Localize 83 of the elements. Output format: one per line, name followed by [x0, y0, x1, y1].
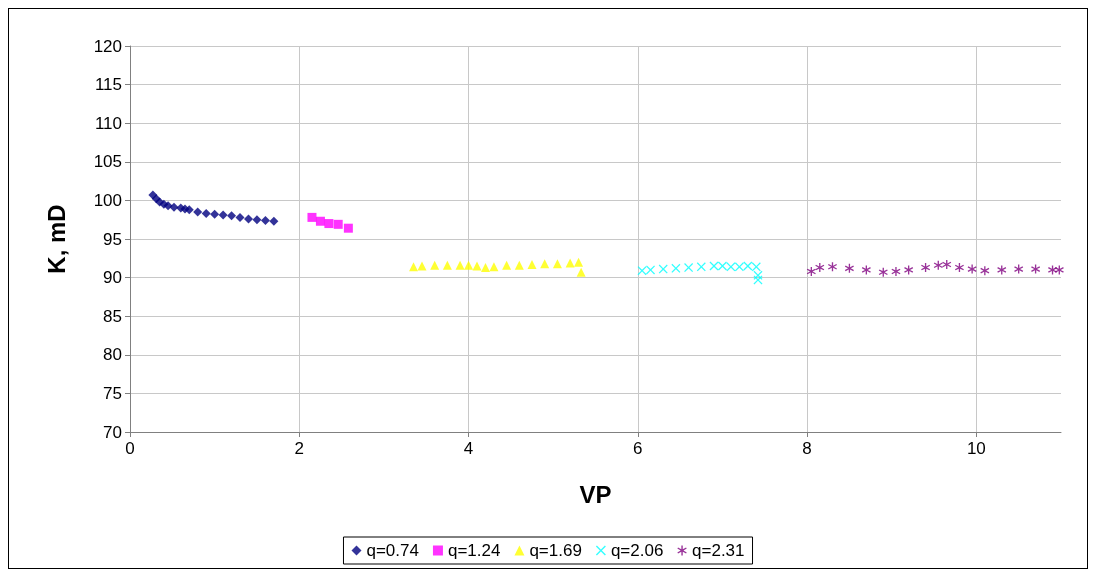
- point: [933, 260, 943, 270]
- point: [193, 207, 203, 217]
- point: [844, 263, 854, 273]
- legend-label: q=2.06: [610, 541, 664, 560]
- point: [1054, 265, 1064, 275]
- point: [243, 214, 253, 224]
- point: [472, 261, 482, 271]
- point: [184, 205, 194, 215]
- point: [210, 209, 220, 219]
- point: [442, 260, 452, 270]
- point: [726, 262, 736, 272]
- point: [753, 270, 763, 280]
- point: [343, 223, 353, 233]
- point: [904, 265, 914, 275]
- x-tick-label: 4: [463, 439, 474, 458]
- point: [480, 263, 490, 273]
- point: [967, 264, 977, 274]
- y-tick-label: 75: [103, 383, 122, 403]
- point: [514, 260, 524, 270]
- point: [201, 209, 211, 219]
- point: [743, 261, 753, 271]
- point: [333, 219, 343, 229]
- y-tick-label: 100: [93, 190, 122, 210]
- point: [315, 216, 325, 226]
- y-tick-label: 90: [103, 268, 122, 288]
- x-axis-title: VP: [579, 480, 612, 508]
- point: [954, 263, 964, 273]
- y-tick-label: 85: [103, 306, 122, 326]
- point: [574, 257, 584, 267]
- legend-label: q=0.74: [366, 541, 419, 560]
- point: [527, 259, 537, 269]
- legend-label: q=2.31: [692, 541, 745, 560]
- point: [637, 266, 647, 276]
- point: [815, 263, 825, 273]
- x-tick-label: 10: [966, 439, 986, 458]
- point: [827, 262, 837, 272]
- x-tick-label: 2: [294, 439, 305, 458]
- point: [455, 260, 465, 270]
- point: [307, 212, 317, 222]
- point: [806, 266, 816, 276]
- x-tick-label: 8: [802, 439, 812, 458]
- point: [980, 266, 990, 276]
- point: [878, 267, 888, 277]
- point: [430, 260, 440, 270]
- y-axis-title: K, mD: [42, 204, 70, 274]
- point: [260, 215, 270, 225]
- x-tick-label: 6: [633, 439, 643, 458]
- y-tick-label: 110: [94, 113, 122, 133]
- point: [921, 263, 931, 273]
- point: [409, 262, 419, 272]
- point: [269, 216, 279, 226]
- point: [717, 261, 727, 271]
- point: [227, 211, 237, 221]
- point: [502, 260, 512, 270]
- point: [417, 261, 427, 271]
- x-tick-label: 0: [125, 439, 135, 458]
- legend-label: q=1.24: [447, 541, 501, 560]
- y-tick-label: 80: [103, 345, 122, 365]
- y-tick-label: 115: [94, 75, 122, 95]
- point: [218, 210, 228, 220]
- point: [1014, 264, 1024, 274]
- point: [324, 219, 334, 229]
- point: [552, 259, 562, 269]
- point: [734, 262, 744, 272]
- point: [235, 212, 245, 222]
- point: [252, 215, 262, 225]
- point: [169, 202, 179, 212]
- point: [997, 265, 1007, 275]
- y-tick-label: 70: [103, 422, 122, 442]
- y-tick-label: 95: [103, 229, 122, 249]
- y-tick-label: 105: [93, 152, 122, 172]
- point: [464, 260, 474, 270]
- point: [1031, 264, 1041, 274]
- point: [489, 262, 499, 272]
- point: [671, 263, 681, 273]
- point: [861, 265, 871, 275]
- point: [576, 267, 586, 277]
- point: [658, 264, 668, 274]
- point: [646, 265, 656, 275]
- point: [891, 266, 901, 276]
- y-tick-label: 120: [93, 36, 122, 56]
- point: [942, 259, 952, 269]
- legend-label: q=1.69: [529, 541, 582, 560]
